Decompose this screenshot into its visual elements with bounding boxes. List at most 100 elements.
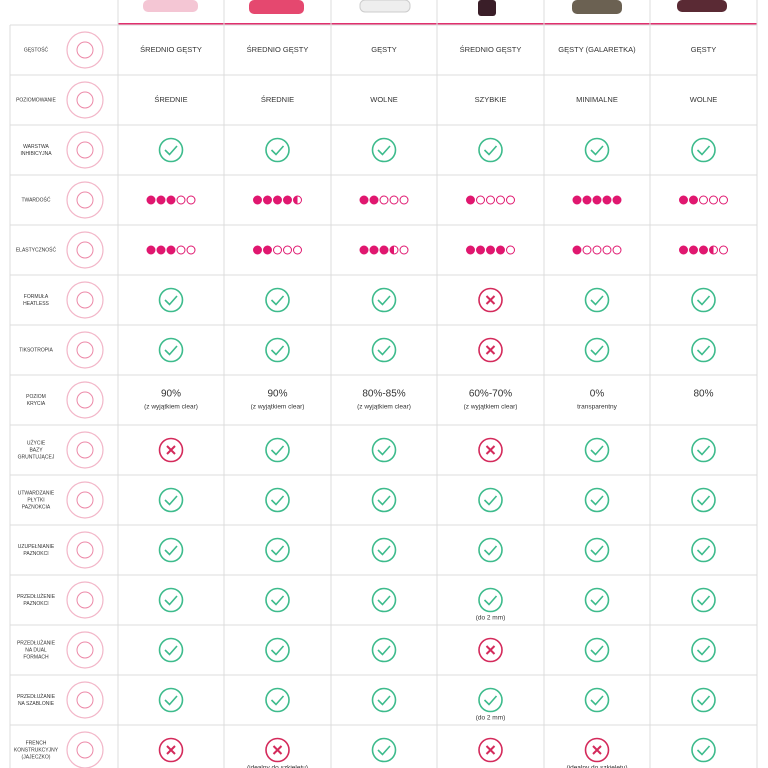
product-jar: [143, 0, 198, 12]
row-icon: [66, 581, 104, 619]
cross-mark: [166, 745, 176, 755]
row-icon: [66, 381, 104, 419]
check-icon: [478, 687, 503, 713]
cell-text: ŚREDNIE: [154, 95, 187, 104]
icon-circle: [691, 287, 716, 313]
check-mark: [164, 345, 178, 356]
rating-dot: [582, 245, 592, 255]
row-label: FORMACH: [23, 654, 49, 660]
row-label: UTWARDZANIE: [18, 490, 55, 496]
check-icon: [478, 487, 503, 513]
cross-icon: [478, 637, 503, 663]
check-icon: [371, 587, 397, 613]
rating: [359, 195, 409, 205]
icon-circle: [371, 337, 397, 363]
rating-half: [390, 246, 394, 254]
rating-dot: [699, 195, 708, 205]
icon-circle: [371, 137, 397, 163]
icon-circle: [691, 537, 716, 563]
row-icon: [66, 281, 104, 319]
icon-circle: [478, 137, 503, 163]
icon-circle: [584, 537, 610, 563]
check-mark: [164, 695, 178, 706]
check-icon: [265, 287, 290, 313]
check-icon: [691, 737, 716, 763]
check-mark: [377, 295, 391, 306]
check-mark: [164, 495, 178, 506]
rating-dot: [273, 195, 282, 205]
icon-circle: [371, 587, 397, 613]
cell-text: 80%-85%: [362, 389, 405, 400]
check-icon: [265, 687, 290, 713]
check-mark: [590, 345, 604, 356]
check-mark: [590, 295, 604, 306]
check-icon: [584, 437, 610, 463]
check-mark: [590, 445, 604, 456]
rating-dot: [506, 195, 515, 205]
cross-mark: [166, 445, 176, 455]
check-mark: [590, 695, 604, 706]
icon-circle: [371, 437, 397, 463]
cell-text: ŚREDNIO GĘSTY: [460, 45, 522, 54]
row-label: PRZEDŁUŻANIE: [17, 639, 56, 646]
cell-text: MINIMALNE: [576, 95, 618, 104]
row-label: HEATLESS: [23, 301, 49, 307]
check-mark: [696, 345, 711, 356]
rating-dot: [156, 245, 166, 255]
row-icon: [66, 331, 104, 369]
rating-dot: [379, 195, 389, 205]
rating-dot: [176, 245, 186, 255]
check-icon: [691, 587, 716, 613]
row-icon: [66, 181, 104, 219]
row-label: WARSTWA: [23, 144, 49, 150]
rating-dot: [486, 195, 495, 205]
row-icon-inner: [76, 141, 94, 159]
rating-dot: [166, 195, 176, 205]
icon-circle: [371, 487, 397, 513]
check-icon: [158, 637, 184, 663]
check-mark: [377, 645, 391, 656]
cell-text: ŚREDNIO GĘSTY: [140, 45, 202, 54]
check-mark: [590, 145, 604, 156]
check-icon: [265, 587, 290, 613]
icon-circle: [158, 587, 184, 613]
row-icon-inner: [76, 641, 94, 659]
rating-dot: [466, 245, 475, 255]
check-mark: [696, 695, 711, 706]
rating-dot: [273, 245, 282, 255]
check-mark: [164, 645, 178, 656]
product-bottle: [478, 0, 496, 16]
check-mark: [483, 595, 498, 606]
check-icon: [584, 587, 610, 613]
icon-circle: [158, 637, 184, 663]
row-icon-inner: [76, 241, 94, 259]
check-icon: [265, 337, 290, 363]
cross-icon: [478, 437, 503, 463]
icon-circle: [478, 487, 503, 513]
check-icon: [265, 537, 290, 563]
row-icon: [66, 31, 104, 69]
row-icon-inner: [76, 441, 94, 459]
rating-dot: [166, 245, 176, 255]
rating-dot: [592, 245, 602, 255]
check-mark: [164, 595, 178, 606]
check-icon: [584, 687, 610, 713]
cell-text: GĘSTY (GALARETKA): [558, 45, 636, 54]
row-label: PRZEDŁUŻANIE: [17, 693, 56, 700]
rating: [146, 195, 196, 205]
row-label: ELASTYCZNOŚĆ: [16, 245, 57, 253]
icon-circle: [265, 687, 290, 713]
check-mark: [483, 695, 498, 706]
check-icon: [478, 587, 503, 613]
row-icon: [66, 631, 104, 669]
row-icon: [66, 731, 104, 768]
icon-circle: [478, 737, 503, 763]
cell-text: WOLNE: [690, 95, 718, 104]
row-label: TIKSOTROPIA: [19, 347, 53, 353]
rating-dot: [486, 245, 495, 255]
cross-icon: [158, 737, 184, 763]
check-icon: [265, 637, 290, 663]
icon-circle: [478, 537, 503, 563]
row-label: KRYCIA: [27, 401, 46, 407]
